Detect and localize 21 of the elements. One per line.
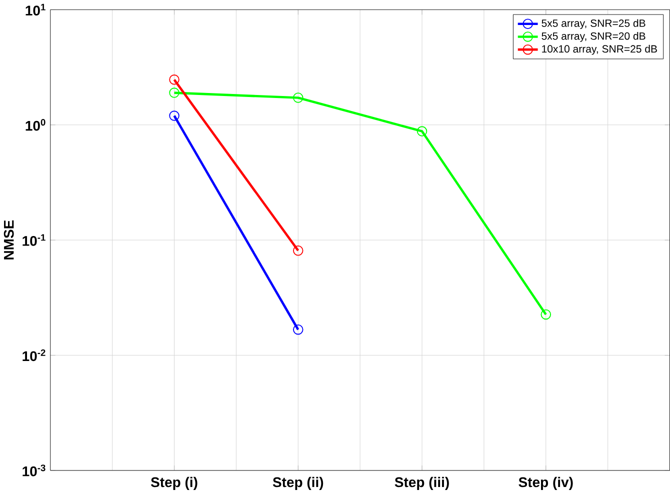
y-tick-label: 10$^{0}$ <box>26 119 46 131</box>
legend-label: 10x10 array, SNR=25 dB <box>542 44 657 55</box>
point <box>416 126 428 136</box>
y-axis-title: NMSE <box>4 220 14 260</box>
point <box>293 246 304 256</box>
x-tick-label: Step (iv) <box>518 476 573 490</box>
x-tick-label: Step (iii) <box>394 476 449 490</box>
y-tick-label: 10$^{-3}$ <box>22 464 46 476</box>
point <box>293 324 304 335</box>
point <box>169 88 180 98</box>
y-tick-label: 10$^{-2}$ <box>22 349 46 362</box>
legend-label: 5x5 array, SNR=20 dB <box>542 32 646 42</box>
x-tick-label: Step (ii) <box>272 476 324 490</box>
point <box>169 74 180 85</box>
legend-label: 5x5 array, SNR=25 dB <box>542 19 646 30</box>
y-tick-label: 10$^{-1}$ <box>22 234 46 246</box>
y-tick-label: 10$^{1}$ <box>26 4 46 16</box>
point <box>169 110 180 121</box>
point <box>293 92 304 103</box>
x-tick-label: Step (i) <box>150 476 198 490</box>
point <box>540 309 552 320</box>
